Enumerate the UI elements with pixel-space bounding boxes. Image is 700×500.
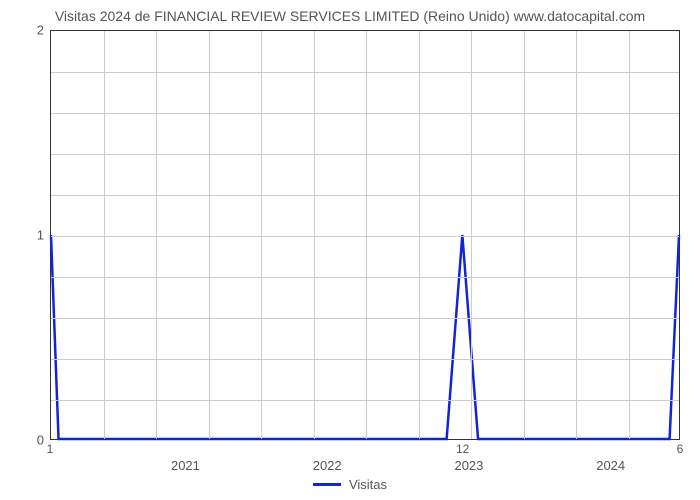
x-year-label: 2023	[454, 458, 483, 473]
grid-horizontal	[51, 277, 679, 278]
grid-vertical	[524, 31, 525, 439]
chart-title: Visitas 2024 de FINANCIAL REVIEW SERVICE…	[0, 0, 700, 28]
chart-container: 01211262021202220232024	[50, 30, 680, 440]
x-year-label: 2024	[596, 458, 625, 473]
grid-vertical	[471, 31, 472, 439]
grid-vertical	[314, 31, 315, 439]
y-axis-label: 0	[37, 433, 44, 448]
grid-vertical	[576, 31, 577, 439]
x-tick-label: 1	[47, 442, 54, 456]
grid-horizontal	[51, 359, 679, 360]
grid-vertical	[104, 31, 105, 439]
legend-swatch	[313, 483, 341, 486]
x-tick-label: 6	[677, 442, 684, 456]
grid-horizontal	[51, 195, 679, 196]
grid-vertical	[261, 31, 262, 439]
x-tick-label: 12	[456, 442, 469, 456]
grid-horizontal	[51, 236, 679, 237]
grid-vertical	[209, 31, 210, 439]
y-axis-label: 1	[37, 228, 44, 243]
x-year-label: 2021	[171, 458, 200, 473]
grid-horizontal	[51, 318, 679, 319]
legend: Visitas	[313, 477, 387, 492]
y-axis-label: 2	[37, 23, 44, 38]
plot-area	[50, 30, 680, 440]
line-series	[51, 31, 679, 439]
grid-vertical	[366, 31, 367, 439]
grid-horizontal	[51, 154, 679, 155]
grid-horizontal	[51, 113, 679, 114]
grid-vertical	[629, 31, 630, 439]
grid-vertical	[156, 31, 157, 439]
grid-horizontal	[51, 72, 679, 73]
legend-label: Visitas	[349, 477, 387, 492]
grid-vertical	[419, 31, 420, 439]
series-line	[51, 235, 679, 439]
grid-horizontal	[51, 400, 679, 401]
x-year-label: 2022	[313, 458, 342, 473]
